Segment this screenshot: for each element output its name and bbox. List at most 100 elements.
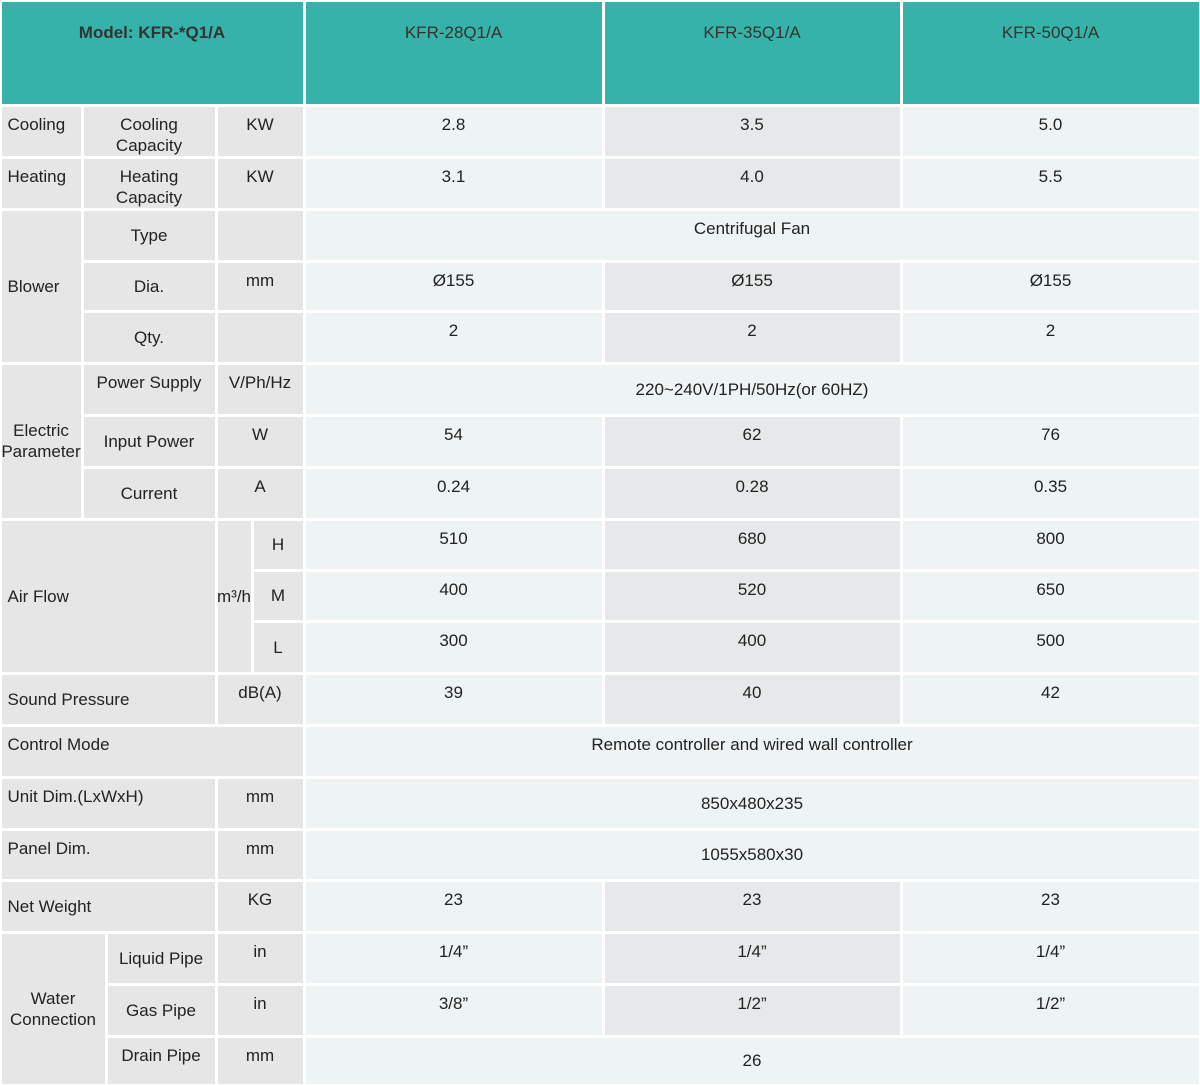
cell-text: 3/8”: [438, 993, 469, 1013]
cell-text: 1/4”: [438, 941, 469, 961]
value-cell: 400: [305, 571, 602, 620]
cell-text: 39: [444, 682, 463, 702]
value-cell: 1/2”: [604, 985, 900, 1035]
cell-text: 5.5: [1038, 166, 1063, 186]
header-cell: KFR-35Q1/A: [604, 1, 900, 104]
value-cell: 1/4”: [902, 933, 1199, 983]
header-cell: Model: KFR-*Q1/A: [1, 1, 303, 104]
cell-text: Air Flow: [7, 586, 69, 606]
unit-label: KW: [217, 158, 303, 208]
value-cell: 62: [604, 416, 900, 466]
value-cell: 2: [305, 312, 602, 362]
cell-text: W: [251, 424, 269, 444]
cell-text: Ø155: [1029, 270, 1072, 290]
cell-text: 1/2”: [1035, 993, 1066, 1013]
cell-text: in: [253, 993, 267, 1013]
cell-text: KW: [246, 114, 274, 134]
row-label: Control Mode: [1, 726, 303, 776]
cell-text: A: [254, 476, 266, 496]
unit-label: W: [217, 416, 303, 466]
value-cell: 23: [604, 881, 900, 931]
cell-text: KFR-28Q1/A: [404, 22, 503, 42]
cell-text: dB(A): [238, 682, 282, 702]
group-label: Air Flow: [1, 520, 215, 672]
item-label: Cooling Capacity: [83, 106, 215, 156]
value-cell: 2: [902, 312, 1199, 362]
cell-text: mm: [245, 838, 275, 858]
cell-text: 2: [448, 320, 459, 340]
unit-label: KW: [217, 106, 303, 156]
cell-text: 800: [1036, 528, 1065, 548]
value-cell: 500: [902, 622, 1199, 672]
cell-text: 220~240V/1PH/50Hz(or 60HZ): [635, 379, 869, 399]
value-cell: 680: [604, 520, 900, 569]
row-label: Sound Pressure: [1, 674, 215, 724]
value-cell: 39: [305, 674, 602, 724]
cell-text: 4.0: [740, 166, 764, 186]
cell-text: V/Ph/Hz: [228, 372, 292, 392]
row-label: Unit Dim.(LxWxH): [1, 778, 215, 828]
cell-text: Cooling: [7, 114, 66, 134]
cell-text: 23: [742, 889, 762, 909]
row-label: Panel Dim.: [1, 830, 215, 879]
value-cell: 2: [604, 312, 900, 362]
value-cell: 23: [902, 881, 1199, 931]
cell-text: KG: [247, 889, 273, 909]
cell-text: in: [253, 941, 267, 961]
unit-label: dB(A): [217, 674, 303, 724]
value-cell: 1/4”: [305, 933, 602, 983]
value-cell: 400: [604, 622, 900, 672]
cell-text: 500: [1036, 630, 1065, 650]
cell-text: 1/4”: [1035, 941, 1066, 961]
value-cell: Ø155: [305, 262, 602, 310]
level-label: H: [253, 520, 303, 569]
group-label: Blower: [1, 210, 81, 362]
cell-text: Cooling Capacity: [115, 114, 183, 155]
cell-text: M: [270, 586, 286, 605]
value-cell: Centrifugal Fan: [305, 210, 1199, 260]
cell-text: Drain Pipe: [121, 1045, 201, 1065]
cell-text: 520: [737, 579, 767, 599]
value-cell: 5.0: [902, 106, 1199, 156]
group-label: Electric Parameter: [1, 364, 81, 518]
cell-text: 850x480x235: [700, 793, 804, 813]
value-cell: 220~240V/1PH/50Hz(or 60HZ): [305, 364, 1199, 414]
value-cell: 40: [604, 674, 900, 724]
cell-text: 40: [742, 682, 762, 702]
cell-text: L: [273, 637, 283, 657]
value-cell: 3.5: [604, 106, 900, 156]
cell-text: 510: [439, 528, 468, 548]
cell-text: Blower: [7, 276, 60, 296]
item-label: Current: [83, 468, 215, 518]
cell-text: 0.28: [735, 476, 769, 496]
header-cell: KFR-28Q1/A: [305, 1, 602, 104]
cell-text: mm: [245, 270, 275, 290]
item-label: Liquid Pipe: [107, 933, 215, 983]
value-cell: 520: [604, 571, 900, 620]
value-cell: 300: [305, 622, 602, 672]
value-cell: 800: [902, 520, 1199, 569]
cell-text: KFR-35Q1/A: [703, 22, 801, 42]
group-label: Water Connection: [1, 933, 105, 1084]
cell-text: 680: [737, 528, 767, 548]
cell-text: Input Power: [103, 431, 195, 451]
cell-text: mm: [245, 786, 275, 806]
level-label: L: [253, 622, 303, 672]
value-cell: 54: [305, 416, 602, 466]
cell-text: Qty.: [134, 327, 164, 347]
cell-text: 26: [742, 1051, 762, 1070]
unit-label: mm: [217, 778, 303, 828]
cell-text: 2.8: [441, 114, 466, 134]
item-label: Type: [83, 210, 215, 260]
value-cell: 76: [902, 416, 1199, 466]
value-cell: 3/8”: [305, 985, 602, 1035]
value-cell: 3.1: [305, 158, 602, 208]
cell-text: 5.0: [1038, 114, 1063, 134]
value-cell: 42: [902, 674, 1199, 724]
cell-text: m³/h: [217, 586, 251, 606]
cell-text: Model: KFR-*Q1/A: [78, 22, 226, 42]
cell-text: 2: [1045, 320, 1056, 340]
cell-text: 0.35: [1033, 476, 1068, 496]
value-cell: 510: [305, 520, 602, 569]
